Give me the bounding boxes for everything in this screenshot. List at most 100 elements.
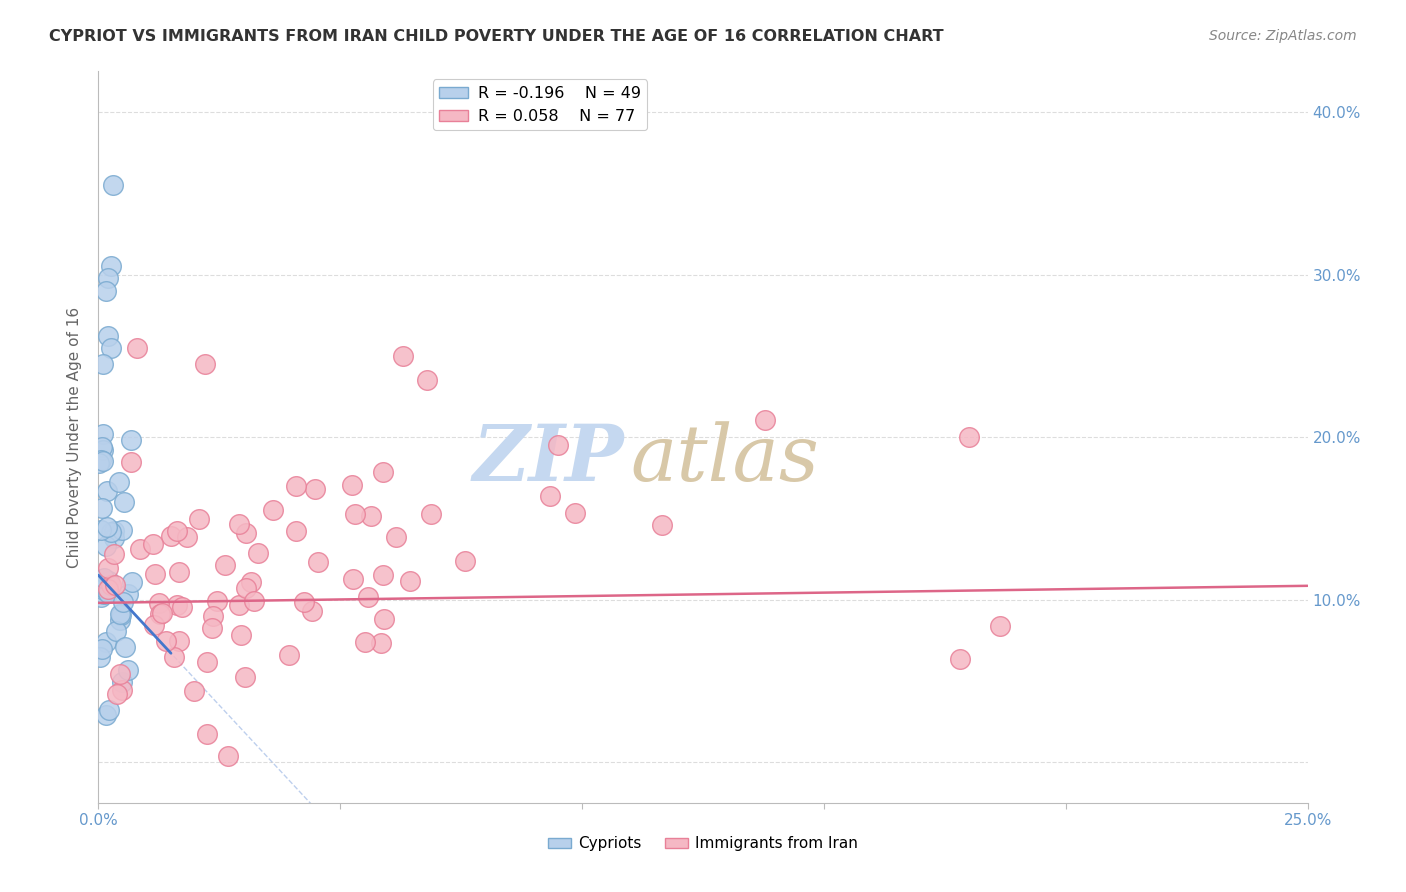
Point	[120, 455, 142, 469]
Point	[97, 270, 120, 285]
Point	[166, 524, 188, 538]
Point	[96, 483, 118, 498]
Point	[93, 582, 115, 596]
Point	[284, 479, 307, 493]
Point	[354, 635, 377, 649]
Point	[357, 590, 380, 604]
Point	[228, 598, 250, 612]
Point	[342, 572, 364, 586]
Point	[89, 649, 111, 664]
Point	[233, 670, 256, 684]
Point	[127, 341, 149, 355]
Point	[228, 516, 250, 531]
Point	[108, 475, 131, 489]
Point	[100, 260, 122, 274]
Point	[143, 618, 166, 632]
Point	[91, 454, 114, 468]
Point	[176, 530, 198, 544]
Y-axis label: Child Poverty Under the Age of 16: Child Poverty Under the Age of 16	[67, 307, 83, 567]
Point	[988, 619, 1011, 633]
Point	[217, 748, 239, 763]
Point	[277, 648, 299, 663]
Point	[103, 531, 125, 545]
Point	[87, 456, 110, 470]
Point	[957, 430, 980, 444]
Point	[292, 595, 315, 609]
Point	[104, 578, 127, 592]
Text: atlas: atlas	[630, 421, 820, 497]
Point	[392, 349, 415, 363]
Point	[128, 541, 150, 556]
Point	[91, 572, 114, 586]
Point	[547, 438, 569, 452]
Point	[398, 574, 420, 589]
Point	[93, 582, 115, 597]
Text: Source: ZipAtlas.com: Source: ZipAtlas.com	[1209, 29, 1357, 43]
Point	[200, 621, 222, 635]
Point	[195, 656, 218, 670]
Point	[121, 574, 143, 589]
Point	[93, 587, 115, 601]
Point	[262, 503, 284, 517]
Point	[343, 508, 366, 522]
Point	[91, 426, 114, 441]
Point	[235, 526, 257, 541]
Point	[114, 640, 136, 655]
Point	[166, 598, 188, 612]
Point	[91, 641, 114, 656]
Point	[110, 666, 132, 681]
Point	[301, 604, 323, 618]
Point	[155, 634, 177, 648]
Point	[112, 495, 135, 509]
Point	[371, 568, 394, 582]
Point	[96, 520, 118, 534]
Point	[149, 607, 172, 621]
Point	[96, 539, 118, 553]
Point	[91, 501, 114, 516]
Point	[101, 178, 124, 193]
Point	[307, 555, 329, 569]
Point	[108, 613, 131, 627]
Point	[108, 607, 131, 621]
Point	[97, 586, 120, 600]
Point	[371, 465, 394, 479]
Point	[100, 525, 122, 540]
Point	[100, 578, 122, 592]
Point	[91, 443, 114, 458]
Point	[340, 477, 363, 491]
Point	[205, 594, 228, 608]
Point	[105, 688, 128, 702]
Point	[243, 594, 266, 608]
Legend: Cypriots, Immigrants from Iran: Cypriots, Immigrants from Iran	[541, 830, 865, 857]
Point	[97, 582, 120, 596]
Point	[235, 581, 257, 595]
Point	[416, 373, 439, 387]
Point	[111, 674, 134, 689]
Point	[373, 612, 395, 626]
Point	[117, 587, 139, 601]
Point	[754, 413, 776, 427]
Point	[91, 357, 114, 371]
Point	[110, 608, 132, 623]
Point	[187, 512, 209, 526]
Point	[148, 596, 170, 610]
Point	[112, 595, 135, 609]
Point	[150, 606, 173, 620]
Point	[93, 571, 115, 585]
Point	[90, 590, 112, 604]
Point	[195, 727, 218, 741]
Point	[540, 490, 562, 504]
Point	[385, 530, 408, 544]
Point	[103, 547, 125, 561]
Point	[98, 574, 121, 588]
Point	[97, 560, 120, 574]
Point	[170, 600, 193, 615]
Point	[94, 284, 117, 298]
Point	[111, 682, 134, 697]
Point	[100, 341, 122, 355]
Point	[229, 627, 252, 641]
Point	[143, 566, 166, 581]
Point	[564, 506, 586, 520]
Point	[90, 523, 112, 537]
Point	[96, 634, 118, 648]
